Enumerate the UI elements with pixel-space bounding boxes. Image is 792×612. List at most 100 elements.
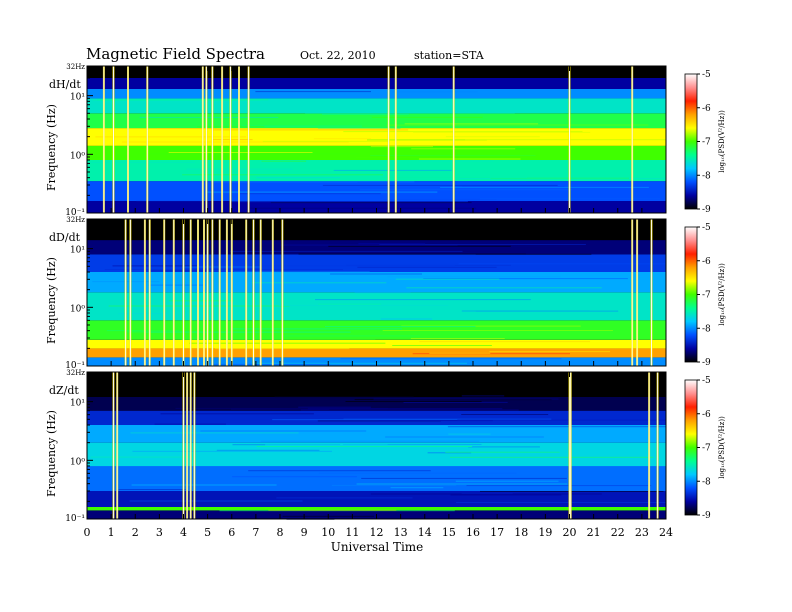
x-tick-label: 3 xyxy=(156,526,163,539)
spectral-streak xyxy=(465,139,666,141)
impulse-spike-core xyxy=(146,66,148,213)
spectral-streak xyxy=(401,325,581,327)
spectral-streak xyxy=(307,408,503,410)
spectral-streak xyxy=(370,493,602,495)
spectral-streak xyxy=(322,184,558,186)
spectral-streak xyxy=(211,129,409,131)
spectral-band xyxy=(87,339,666,349)
spectral-streak xyxy=(232,328,402,330)
spectral-streak xyxy=(356,156,455,158)
spectral-streak xyxy=(210,181,415,183)
y-tick-label: 32Hz xyxy=(66,369,85,377)
colorbar-tick-label: -9 xyxy=(702,358,711,368)
impulse-spike-core xyxy=(113,372,114,519)
colorbar-tick-label: -7 xyxy=(702,291,711,301)
spectral-streak xyxy=(447,426,666,428)
spectral-streak xyxy=(457,419,666,421)
spectral-streak xyxy=(379,244,586,245)
spectral-streak xyxy=(456,502,666,503)
impulse-spike-core xyxy=(238,66,240,213)
spectral-streak xyxy=(106,330,180,332)
spectral-streak xyxy=(251,282,387,284)
spectral-streak xyxy=(382,330,613,331)
spectral-streak xyxy=(233,271,370,273)
colorbar-tick-label: -6 xyxy=(702,104,711,114)
impulse-spike-core xyxy=(231,219,233,366)
impulse-spike-core xyxy=(272,219,274,366)
spectral-streak xyxy=(248,207,477,209)
x-tick-label: 23 xyxy=(635,526,649,539)
spectral-streak xyxy=(95,136,247,138)
spectral-streak xyxy=(216,449,320,451)
x-tick-label: 6 xyxy=(228,526,235,539)
spectral-streak xyxy=(139,116,279,118)
spectral-streak xyxy=(322,113,409,115)
spectral-streak xyxy=(379,420,493,422)
spectral-streak xyxy=(230,408,330,410)
impulse-spike-core xyxy=(219,219,221,366)
spectral-streak xyxy=(458,263,666,265)
x-tick-label: 2 xyxy=(132,526,139,539)
spectral-streak xyxy=(410,338,505,339)
y-axis-label: Frequency (Hz) xyxy=(45,104,58,191)
spectral-streak xyxy=(313,138,371,140)
spectral-streak xyxy=(170,338,290,340)
impulse-spike-core xyxy=(116,372,118,519)
x-tick-label: 16 xyxy=(466,526,480,539)
impulse-spike-core xyxy=(453,66,455,213)
spectral-streak xyxy=(490,177,629,179)
impulse-spike-core xyxy=(636,219,638,366)
impulse-spike-core xyxy=(193,372,195,519)
impulse-spike-core xyxy=(569,372,570,519)
spectral-streak xyxy=(358,243,426,245)
spectral-streak xyxy=(278,304,449,306)
x-tick-label: 4 xyxy=(180,526,187,539)
spectral-streak xyxy=(361,477,567,479)
spectral-band xyxy=(87,397,666,411)
colorbar-label: log₁₀(PSD(V²/Hz)) xyxy=(718,263,726,326)
spectral-band xyxy=(87,491,666,507)
x-tick-label: 17 xyxy=(490,526,504,539)
impulse-spike-core xyxy=(260,219,262,366)
x-tick-label: 24 xyxy=(659,526,673,539)
spectral-streak xyxy=(349,181,527,183)
spectral-streak xyxy=(392,345,492,346)
spectral-streak xyxy=(90,456,193,458)
spectral-band xyxy=(87,145,666,160)
chart-date: Oct. 22, 2010 xyxy=(300,49,376,62)
spectral-streak xyxy=(325,326,476,328)
spectral-texture xyxy=(90,395,666,520)
spectral-streak xyxy=(480,491,664,492)
spectral-streak xyxy=(241,125,362,127)
spectral-streak xyxy=(318,472,517,474)
colorbar: -9 -8 -7 -6 -5 log₁₀(PSD(V²/Hz)) xyxy=(684,223,726,368)
impulse-spike-core xyxy=(221,66,223,213)
x-tick-label: 22 xyxy=(611,526,625,539)
spectral-streak xyxy=(390,487,444,489)
spectral-streak xyxy=(342,444,482,445)
spectral-streak xyxy=(108,305,290,307)
spectral-streak xyxy=(318,303,382,305)
spectral-streak xyxy=(445,136,540,138)
impulse-spike-core xyxy=(570,372,572,519)
impulse-spike-core xyxy=(173,219,175,366)
spectral-streak xyxy=(427,452,472,454)
y-tick-label: 10¹ xyxy=(70,399,85,409)
spectral-streak xyxy=(149,270,207,272)
spectral-streak xyxy=(392,91,478,93)
impulse-spike-core xyxy=(103,66,105,213)
spectral-band xyxy=(87,425,666,443)
spectral-streak xyxy=(371,116,483,118)
spectral-streak xyxy=(175,407,388,409)
colorbar-label: log₁₀(PSD(V²/Hz)) xyxy=(718,416,726,479)
spectral-streak xyxy=(265,444,388,446)
x-tick-label: 7 xyxy=(252,526,259,539)
x-tick-label: 12 xyxy=(370,526,384,539)
colorbar-tick-label: -8 xyxy=(702,477,711,487)
impulse-spike-core xyxy=(183,372,184,519)
spectral-streak xyxy=(455,480,559,482)
y-tick-label: 10⁰ xyxy=(70,304,85,314)
spectral-streak xyxy=(280,335,420,337)
